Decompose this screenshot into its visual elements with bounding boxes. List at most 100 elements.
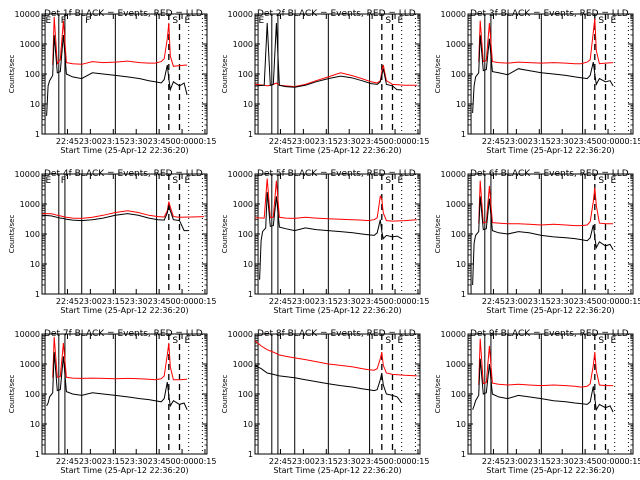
y-axis-label: Counts/sec — [221, 215, 229, 254]
y-tick-label: 10000 — [15, 170, 40, 179]
y-tick-label: 10 — [456, 420, 466, 429]
y-tick-label: 1000 — [233, 360, 253, 369]
series-line-events — [46, 34, 188, 116]
y-tick-label: 1000 — [20, 40, 40, 49]
chart-title: Det 6f BLACK = Events, RED = LLD — [470, 169, 629, 179]
y-tick-label: 100 — [25, 230, 40, 239]
x-tick-label: 23:00 — [79, 297, 102, 306]
y-tick-label: 10 — [243, 260, 253, 269]
x-tick-label: 23:30 — [338, 457, 361, 466]
x-tick-label: 23:15 — [102, 137, 125, 146]
y-tick-label: 1 — [248, 450, 253, 459]
series-line-lld — [52, 336, 188, 381]
event-marker-label: E — [611, 336, 617, 346]
x-tick-label: 23:15 — [102, 457, 125, 466]
chart-panel-5: Det 5f BLACK = Events, RED = LLD 1 10 100 10… — [221, 169, 429, 315]
y-tick-label: 10 — [243, 420, 253, 429]
x-tick-label: 00:15 — [619, 137, 640, 146]
event-lines — [470, 14, 629, 134]
x-tick-label: 23:15 — [528, 457, 551, 466]
y-axis-label: Counts/sec — [221, 375, 229, 414]
event-marker-label: S — [598, 176, 604, 186]
y-tick-label: 10 — [456, 260, 466, 269]
x-tick-label: 23:00 — [505, 137, 528, 146]
x-axis-label: Start Time (25-Apr-12 22:36:20) — [60, 306, 188, 315]
event-marker-label: F — [61, 176, 66, 186]
y-tick-label: 1 — [35, 290, 40, 299]
y-tick-label: 10000 — [441, 10, 466, 19]
series-line-events — [472, 34, 614, 114]
x-tick-label: 00:00 — [597, 457, 620, 466]
x-tick-label: 00:00 — [384, 297, 407, 306]
x-tick-label: 23:00 — [292, 137, 315, 146]
chart-title: Det 8f BLACK = Events, RED = LLD — [257, 329, 416, 339]
event-marker-label: S — [385, 336, 391, 346]
x-tick-label: 23:15 — [528, 137, 551, 146]
x-tick-label: 23:30 — [125, 137, 148, 146]
x-tick-label: 23:45 — [148, 137, 171, 146]
series-line-lld — [478, 180, 614, 227]
series-line-lld — [255, 340, 417, 377]
x-tick-label: 23:45 — [361, 297, 384, 306]
chart-title: Det 1f BLACK = Events, RED = LLD — [44, 9, 203, 19]
event-marker-label: S — [172, 16, 178, 26]
chart-panel-2: Det 2f BLACK = Events, RED = LLD 1 10 100 10… — [221, 9, 429, 155]
series-line-events — [472, 358, 614, 413]
y-tick-label: 10 — [30, 100, 40, 109]
x-tick-label: 00:00 — [171, 457, 194, 466]
event-marker-label: E — [185, 176, 191, 186]
x-tick-label: 22:45 — [269, 457, 292, 466]
event-lines — [255, 174, 417, 294]
y-tick-label: 10000 — [15, 10, 40, 19]
series-line-lld — [42, 201, 204, 219]
chart-title: Det 7f BLACK = Events, RED = LLD — [44, 329, 203, 339]
y-tick-label: 10 — [456, 100, 466, 109]
x-tick-label: 00:15 — [193, 137, 216, 146]
series-line-events — [42, 205, 189, 232]
y-tick-label: 10000 — [228, 10, 253, 19]
x-tick-label: 22:45 — [56, 457, 79, 466]
y-tick-label: 1 — [461, 450, 466, 459]
y-tick-label: 1 — [461, 290, 466, 299]
x-tick-label: 00:15 — [406, 137, 429, 146]
y-tick-label: 100 — [451, 390, 466, 399]
event-marker-label: S — [598, 16, 604, 26]
x-tick-label: 23:15 — [315, 297, 338, 306]
plot-frame — [41, 333, 208, 455]
y-tick-label: 1000 — [233, 40, 253, 49]
event-lines — [42, 174, 204, 294]
x-tick-label: 23:15 — [102, 297, 125, 306]
event-lines — [44, 334, 203, 454]
series-line-events — [259, 192, 402, 280]
x-tick-label: 23:00 — [292, 457, 315, 466]
event-marker-label: S — [385, 16, 391, 26]
series-line-events — [46, 352, 188, 410]
chart-panel-7: Det 7f BLACK = Events, RED = LLD 1 10 100 10… — [8, 329, 216, 475]
x-tick-label: 23:15 — [315, 457, 338, 466]
x-tick-label: 22:45 — [269, 297, 292, 306]
plot-frame — [254, 173, 421, 295]
x-tick-label: 00:15 — [619, 457, 640, 466]
chart-title: Det 5f BLACK = Events, RED = LLD — [257, 169, 416, 179]
event-lines — [255, 14, 417, 134]
x-tick-label: 00:00 — [171, 297, 194, 306]
y-tick-label: 10 — [30, 260, 40, 269]
x-tick-label: 23:00 — [79, 137, 102, 146]
x-tick-label: 00:00 — [597, 137, 620, 146]
plot-frame — [467, 173, 634, 295]
x-tick-label: 00:15 — [619, 297, 640, 306]
series-line-lld — [478, 338, 614, 388]
x-tick-label: 23:15 — [528, 297, 551, 306]
event-marker-label: E — [398, 176, 404, 186]
y-tick-label: 100 — [238, 230, 253, 239]
event-marker-label: E — [46, 16, 52, 26]
y-tick-label: 1000 — [446, 360, 466, 369]
x-axis-label: Start Time (25-Apr-12 22:36:20) — [273, 466, 401, 475]
event-marker-label: S — [598, 336, 604, 346]
y-tick-label: 100 — [238, 390, 253, 399]
series-line-lld — [478, 18, 614, 65]
y-tick-label: 1000 — [233, 200, 253, 209]
chart-panel-4: Det 4f BLACK = Events, RED = LLD 1 10 100 10… — [8, 169, 216, 315]
